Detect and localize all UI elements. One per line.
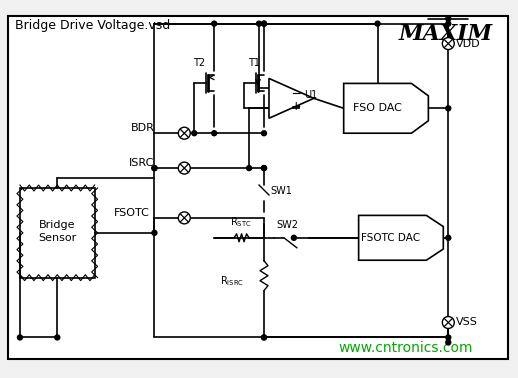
Text: FSOTC DAC: FSOTC DAC xyxy=(361,233,421,243)
Circle shape xyxy=(262,166,266,170)
Text: ─: ─ xyxy=(292,88,299,101)
Text: Bridge Drive Voltage.vsd: Bridge Drive Voltage.vsd xyxy=(15,19,170,32)
Text: T1: T1 xyxy=(248,59,260,68)
Text: ISRC: ISRC xyxy=(129,158,154,168)
Text: SW2: SW2 xyxy=(276,220,298,230)
Circle shape xyxy=(262,166,266,170)
Circle shape xyxy=(55,335,60,340)
Circle shape xyxy=(256,21,262,26)
Text: MAXIM: MAXIM xyxy=(398,23,493,45)
Circle shape xyxy=(375,21,380,26)
Circle shape xyxy=(192,131,197,136)
Circle shape xyxy=(446,16,451,21)
Circle shape xyxy=(446,340,451,345)
Circle shape xyxy=(442,37,454,50)
Text: T2: T2 xyxy=(193,59,205,68)
Circle shape xyxy=(262,131,266,136)
Text: FSOTC: FSOTC xyxy=(113,208,149,218)
Circle shape xyxy=(178,162,190,174)
Circle shape xyxy=(178,212,190,224)
Text: FSO DAC: FSO DAC xyxy=(353,103,402,113)
Circle shape xyxy=(442,316,454,328)
Circle shape xyxy=(212,21,217,26)
Text: www.cntronics.com: www.cntronics.com xyxy=(339,341,473,355)
Circle shape xyxy=(262,335,266,340)
Circle shape xyxy=(152,166,157,170)
Circle shape xyxy=(262,21,266,26)
Text: U1: U1 xyxy=(304,90,317,100)
Circle shape xyxy=(18,335,22,340)
Circle shape xyxy=(262,335,266,340)
Circle shape xyxy=(152,166,157,170)
Text: R$_{\rm ISRC}$: R$_{\rm ISRC}$ xyxy=(220,274,244,288)
Circle shape xyxy=(446,106,451,111)
Text: R$_{\rm STC}$: R$_{\rm STC}$ xyxy=(230,215,252,229)
Bar xyxy=(20,188,95,278)
Text: Sensor: Sensor xyxy=(38,233,77,243)
Text: BDR: BDR xyxy=(131,123,154,133)
Text: VDD: VDD xyxy=(456,39,481,48)
Circle shape xyxy=(446,335,451,340)
Circle shape xyxy=(446,235,451,240)
Text: VSS: VSS xyxy=(456,318,478,327)
Polygon shape xyxy=(269,78,314,118)
Text: Bridge: Bridge xyxy=(39,220,76,230)
Text: +: + xyxy=(291,100,301,113)
Circle shape xyxy=(152,230,157,235)
Circle shape xyxy=(247,166,252,170)
Polygon shape xyxy=(343,84,428,133)
Circle shape xyxy=(446,21,451,26)
Circle shape xyxy=(292,235,296,240)
Circle shape xyxy=(212,131,217,136)
Circle shape xyxy=(262,21,266,26)
Polygon shape xyxy=(358,215,443,260)
Circle shape xyxy=(178,127,190,139)
Text: SW1: SW1 xyxy=(270,186,292,196)
